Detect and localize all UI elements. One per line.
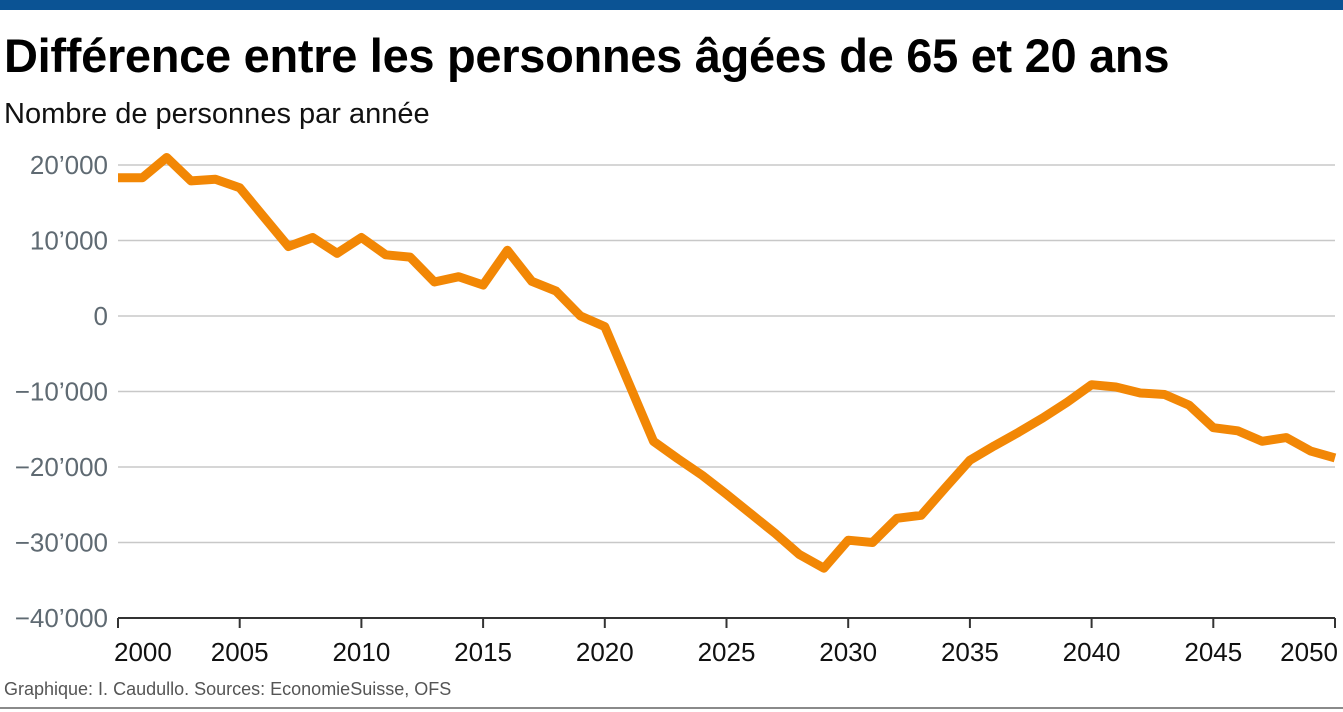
x-tick-label: 2035 [941,637,999,667]
data-point [166,157,167,158]
data-point [337,253,338,254]
data-point [1237,430,1238,431]
data-point [507,250,508,251]
data-point [483,285,484,286]
data-point [1067,402,1068,403]
data-point [1310,451,1311,452]
data-point [604,326,605,327]
x-tick-label: 2015 [454,637,512,667]
data-point [896,518,897,519]
y-tick-label: −30’000 [15,528,108,558]
data-point [1140,393,1141,394]
y-tick-label: 0 [94,301,108,331]
data-point [872,542,873,543]
y-tick-label: −40’000 [15,603,108,633]
chart-subtitle: Nombre de personnes par année [4,98,430,130]
y-tick-label: 10’000 [30,226,108,256]
data-point [629,383,630,384]
x-axis [117,617,1336,628]
data-point [1018,432,1019,433]
data-point [1091,384,1092,385]
data-point [410,257,411,258]
y-tick-label: −10’000 [15,377,108,407]
source-note: Graphique: I. Caudullo. Sources: Economi… [4,679,452,699]
data-point [945,487,946,488]
data-point [215,179,216,180]
data-point [434,282,435,283]
data-point [994,445,995,446]
data-point [799,554,800,555]
data-point [848,540,849,541]
data-point [1286,437,1287,438]
y-axis-labels: 20’000 10’000 0 −10’000 −20’000 −30’000 −40’00… [15,150,108,633]
series-layer [118,153,1337,573]
data-point [239,187,240,188]
data-point [385,254,386,255]
data-point [142,177,143,178]
data-point [1188,405,1189,406]
data-point [677,458,678,459]
bottom-divider [0,707,1343,709]
x-tick-label: 2025 [698,637,756,667]
data-point [1335,457,1336,458]
chart-title: Différence entre les personnes âgées de … [4,29,1170,82]
x-tick-label: 2030 [819,637,877,667]
data-point [191,180,192,181]
x-tick-label: 2050 [1280,637,1338,667]
data-point [750,513,751,514]
x-tick-label: 2010 [332,637,390,667]
data-point [702,475,703,476]
x-tick-label: 2040 [1063,637,1121,667]
data-point [458,276,459,277]
series-line [118,153,1337,573]
data-point [556,291,557,292]
data-point [726,494,727,495]
data-point [361,237,362,238]
data-point [1115,386,1116,387]
x-tick-label: 2045 [1184,637,1242,667]
y-tick-label: 20’000 [30,150,108,180]
grid-lines [118,164,1335,544]
data-point [1042,417,1043,418]
data-point [775,533,776,534]
x-tick-label: 2020 [576,637,634,667]
x-tick-label: 2005 [211,637,269,667]
data-point [580,316,581,317]
data-point [264,217,265,218]
data-point [1261,441,1262,442]
y-tick-label: −20’000 [15,452,108,482]
data-point [921,515,922,516]
data-point [969,460,970,461]
top-accent-bar [0,0,1343,10]
data-point [1164,394,1165,395]
data-point [118,177,119,178]
data-point [312,237,313,238]
data-point [1213,427,1214,428]
data-point [823,568,824,569]
data-point [288,246,289,247]
data-point [531,281,532,282]
x-tick-label: 2000 [114,637,172,667]
data-point [653,441,654,442]
x-axis-labels: 2000 2005 2010 2015 2020 2025 2030 2035 2040 2045… [114,637,1338,667]
